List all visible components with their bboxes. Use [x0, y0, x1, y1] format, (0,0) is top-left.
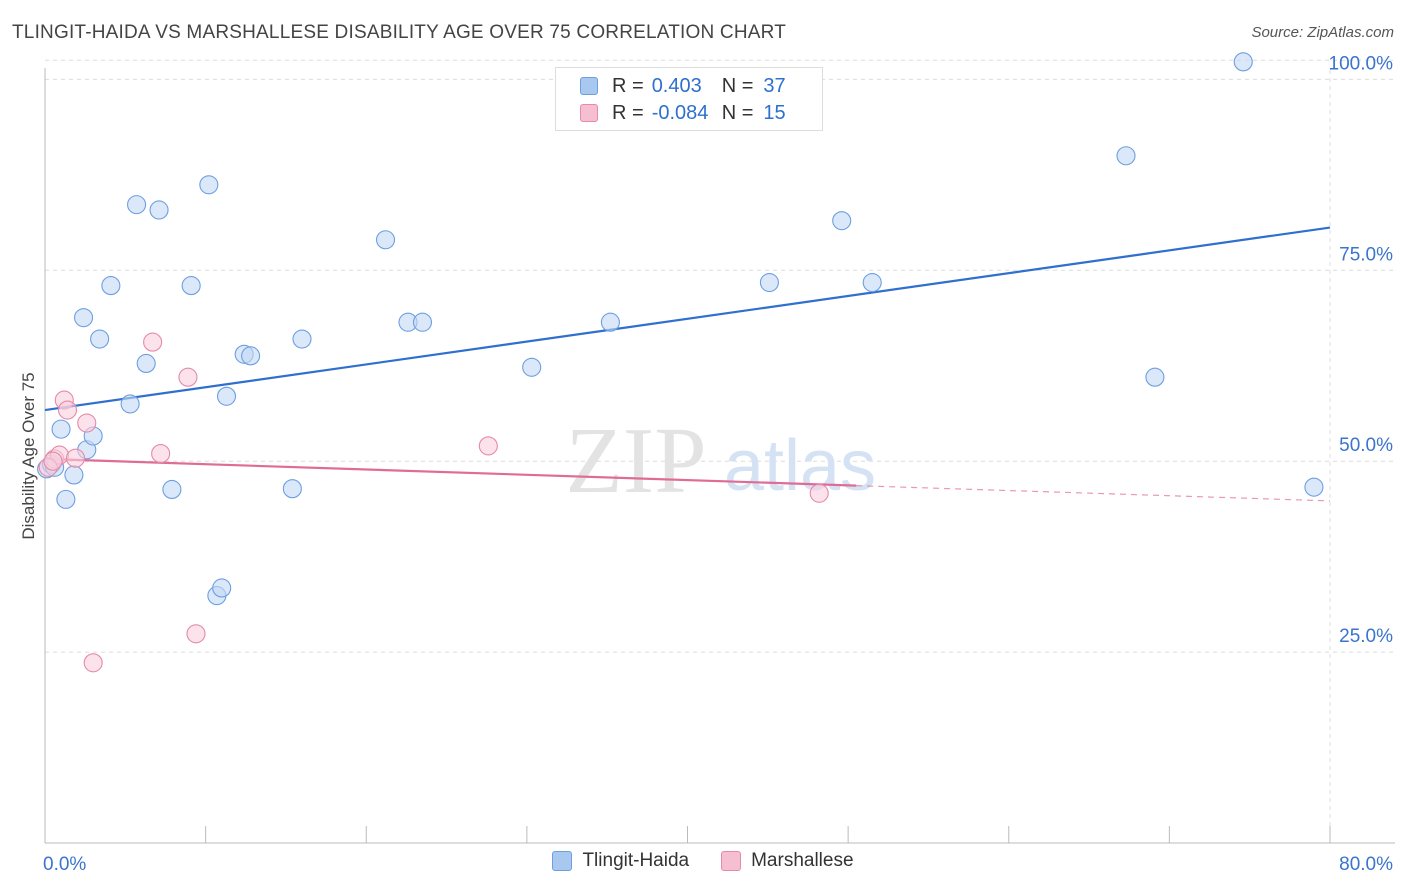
gridlines	[45, 59, 1395, 843]
series-legend: Tlingit-Haida Marshallese	[0, 850, 1406, 872]
tick-labels: 25.0% 50.0% 75.0% 100.0% 0.0% 80.0%	[43, 53, 1393, 875]
legend-row-marshallese: R = -0.084 N = 15	[580, 100, 786, 126]
tlingit-haida-point	[1233, 52, 1253, 72]
tlingit-haida-point	[1145, 367, 1165, 387]
trend-line-0	[44, 226, 1331, 412]
tlingit-haida-point	[149, 200, 169, 220]
y-tick-label: 75.0%	[1339, 244, 1393, 265]
n-label: N =	[721, 101, 754, 124]
tlingit-haida-point	[1116, 146, 1136, 166]
marshallese-point	[186, 624, 206, 644]
x-tick-label: 0.0%	[43, 854, 86, 875]
n-value: 37	[763, 74, 786, 97]
chart-title: TLINGIT-HAIDA VS MARSHALLESE DISABILITY …	[12, 22, 787, 43]
tlingit-haida-point	[832, 211, 852, 231]
r-value: 0.403	[651, 74, 702, 97]
tlingit-haida-point	[127, 195, 147, 215]
marshallese-point	[151, 444, 171, 464]
tlingit-haida-point	[282, 479, 302, 499]
y-tick-label: 50.0%	[1339, 435, 1393, 456]
source-credit: Source: ZipAtlas.com	[1251, 24, 1394, 41]
tlingit-haida-point	[375, 230, 396, 250]
tlingit-haida-point	[212, 578, 232, 598]
trend-line-1	[44, 457, 857, 487]
y-tick-label: 25.0%	[1339, 626, 1393, 647]
watermark: ZIP atlas	[566, 409, 877, 513]
tlingit-haida-point	[216, 386, 237, 406]
tlingit-haida-point	[74, 308, 94, 328]
watermark-atlas: atlas	[724, 426, 876, 506]
marshallese-point	[178, 367, 198, 387]
marshallese-point	[809, 483, 829, 503]
tlingit-haida-point	[90, 329, 110, 349]
tlingit-haida-point	[522, 357, 542, 377]
tlingit-haida-point	[101, 276, 121, 296]
legend-label-tlingit-haida: Tlingit-Haida	[582, 850, 690, 871]
r-label: R =	[612, 101, 644, 124]
watermark-zip: ZIP	[566, 409, 707, 513]
tlingit-haida-point	[412, 312, 433, 332]
tlingit-haida-point	[241, 346, 261, 366]
marshallese-point	[65, 448, 86, 468]
tlingit-haida-point	[181, 276, 201, 296]
legend-swatch-marshallese	[580, 104, 598, 122]
legend-item-tlingit-haida: Tlingit-Haida	[552, 850, 689, 872]
y-tick-label: 100.0%	[1329, 53, 1394, 74]
trend-line-extension-1	[856, 485, 1331, 502]
trend-lines	[44, 226, 1331, 502]
legend-item-marshallese: Marshallese	[721, 850, 854, 872]
tlingit-haida-point	[292, 329, 312, 349]
tlingit-haida-point	[162, 479, 182, 500]
marshallese-point	[57, 400, 78, 420]
tlingit-haida-point	[56, 489, 76, 509]
tlingit-haida-point	[1304, 477, 1324, 497]
marshallese-point	[83, 653, 103, 673]
axes	[44, 68, 1395, 844]
marshallese-point	[43, 451, 63, 471]
legend-swatch-tlingit-haida	[580, 77, 598, 95]
tlingit-haida-point	[862, 272, 882, 293]
n-label: N =	[721, 74, 754, 97]
legend-swatch-tlingit-haida	[552, 851, 573, 871]
n-value: 15	[763, 101, 786, 124]
tlingit-haida-point	[600, 312, 620, 332]
marshallese-point	[478, 436, 498, 456]
legend-row-tlingit-haida: R = 0.403 N = 37	[580, 73, 786, 99]
tlingit-haida-point	[64, 465, 84, 485]
tlingit-haida-point	[199, 175, 219, 195]
tlingit-haida-point	[120, 394, 140, 414]
tlingit-haida-point	[51, 419, 71, 439]
r-label: R =	[612, 74, 644, 97]
legend-label-marshallese: Marshallese	[751, 850, 854, 871]
tlingit-haida-point	[759, 272, 779, 293]
tlingit-haida-point	[136, 353, 156, 374]
marshallese-point	[77, 413, 97, 433]
r-value: -0.084	[651, 101, 709, 124]
x-tick-label: 80.0%	[1339, 854, 1393, 875]
legend-swatch-marshallese	[721, 851, 742, 871]
stats-legend: R = 0.403 N = 37 R = -0.084 N = 15	[555, 67, 823, 131]
data-points	[37, 52, 1324, 673]
marshallese-point	[143, 332, 163, 352]
y-axis-label: Disability Age Over 75	[19, 372, 38, 539]
